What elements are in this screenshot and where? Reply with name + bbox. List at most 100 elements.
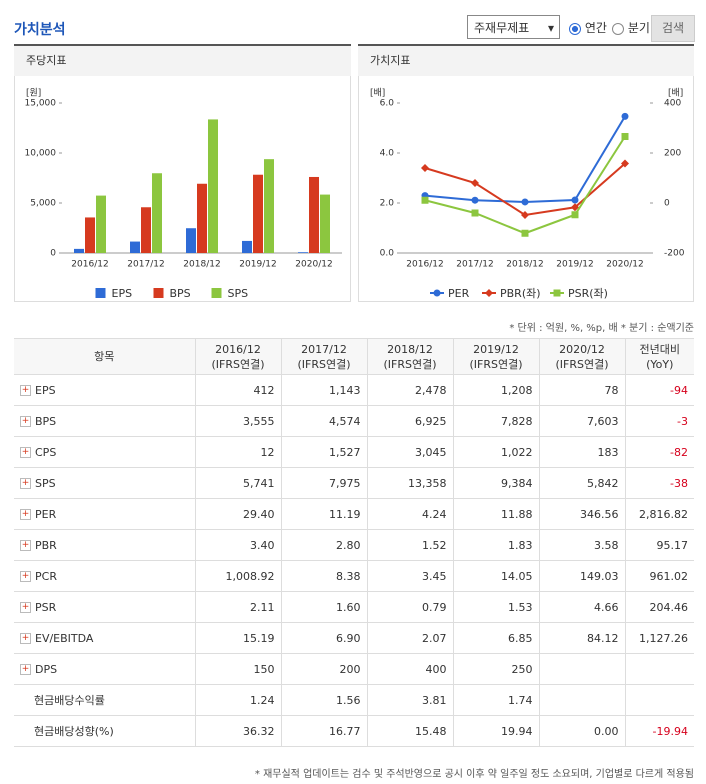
cell: 2,478 [366,374,454,406]
table-row: + PCR 1,008.92 8.38 3.45 14.05 149.03 961.02 [14,560,694,592]
y-tick-label: 0 [50,249,56,259]
cell: 183 [538,436,626,468]
row-label-cell: 현금배당수익률 [14,684,196,716]
search-button[interactable]: 검색 [651,15,695,42]
y-unit: [원] [26,88,41,99]
period: 2016/12 [215,342,261,356]
y2-tick-label: -200 [664,249,685,259]
legend-label: EPS [112,287,133,300]
radio-quarter[interactable]: 분기 [612,19,650,36]
x-tick-label: 2019/12 [239,260,276,270]
row-label: EPS [35,383,56,397]
row-label: EV/EBITDA [35,631,94,645]
point [521,211,529,219]
legend-label: BPS [170,287,191,300]
yoy-cell [624,684,694,716]
cell: 6,925 [366,405,454,437]
expand-icon[interactable]: + [20,478,31,489]
expand-icon[interactable]: + [20,509,31,520]
cell: 7,828 [452,405,540,437]
point [521,229,529,237]
row-label-cell: + SPS [14,467,196,499]
row-label: SPS [35,476,56,490]
data-table: 항목 2016/12 (IFRS연결) 2017/12 (IFRS연결) 2018/12(… [14,338,694,747]
cell: 11.88 [452,498,540,530]
column-header: 2018/12 (IFRS연결) [366,338,454,375]
yoy-cell: -82 [624,436,694,468]
cell: 1,022 [452,436,540,468]
cell: 36.32 [194,715,282,747]
period: 2019/12 [473,342,519,356]
period: 2020/12 [559,342,605,356]
y-tick-label: 4.0 [380,149,395,159]
legend-label: PBR(좌) [500,287,541,300]
expand-icon[interactable]: + [20,571,31,582]
yoy-cell: -94 [624,374,694,406]
cell: 1.24 [194,684,282,716]
row-label-cell: + PSR [14,591,196,623]
x-tick-label: 2017/12 [456,260,493,270]
cell: 1.56 [280,684,368,716]
expand-icon[interactable]: + [20,447,31,458]
bar [141,207,151,253]
cell: 1,143 [280,374,368,406]
cell: 200 [280,653,368,685]
cell: 5,842 [538,467,626,499]
point [521,198,529,206]
expand-icon[interactable]: + [20,540,31,551]
cell: 5,741 [194,467,282,499]
y-tick-label: 10,000 [25,149,57,159]
statement-select[interactable]: 주재무제표 ▾ [467,15,560,39]
cell: 12 [194,436,282,468]
yoy-cell: 2,816.82 [624,498,694,530]
row-label-cell: + PCR [14,560,196,592]
cell: 4,574 [280,405,368,437]
x-tick-label: 2016/12 [406,260,443,270]
point [471,196,479,204]
yoy-cell: -19.94 [624,715,694,747]
cell: 11.19 [280,498,368,530]
point [471,209,479,217]
y2-tick-label: 0 [664,199,670,209]
y-tick-label: 2.0 [380,199,395,209]
bar [96,195,106,253]
point [433,289,441,297]
x-tick-label: 2016/12 [71,260,108,270]
cell [538,684,626,716]
header-row: 항목 2016/12 (IFRS연결) 2017/12 (IFRS연결) 2018/12(… [14,338,694,375]
cell: 29.40 [194,498,282,530]
column-header: 2016/12 (IFRS연결) [194,338,282,375]
expand-icon[interactable]: + [20,633,31,644]
cell: 78 [538,374,626,406]
y-unit: [배] [370,88,385,99]
yoy-cell: 204.46 [624,591,694,623]
expand-icon[interactable]: + [20,664,31,675]
cell [538,653,626,685]
expand-icon[interactable]: + [20,602,31,613]
row-label: BPS [35,414,57,428]
y-tick-label: 15,000 [25,99,57,109]
bar [298,252,308,253]
panel-header [14,44,351,76]
yoy-cell [624,653,694,685]
point [621,133,629,140]
cell: 13,358 [366,467,454,499]
cell: 149.03 [538,560,626,592]
table-row: + PBR 3.40 2.80 1.52 1.83 3.58 95.17 [14,529,694,561]
row-label-cell: + DPS [14,653,196,685]
basis: (YoY) [646,357,674,371]
row-label-cell: 현금배당성향(%) [14,715,196,747]
cell: 16.77 [280,715,368,747]
row-label-cell: + EPS [14,374,196,406]
radio-annual[interactable]: 연간 [569,19,607,36]
table-row: 현금배당성향(%) 36.32 16.77 15.48 19.94 0.00 -19.94 [14,715,694,747]
cell: 2.80 [280,529,368,561]
cell: 3,045 [366,436,454,468]
expand-icon[interactable]: + [20,385,31,396]
row-label: CPS [35,445,57,459]
panel-title: 가치지표 [370,54,410,67]
expand-icon[interactable]: + [20,416,31,427]
table-row: 현금배당수익률 1.24 1.56 3.81 1.74 [14,684,694,716]
panel-title: 주당지표 [26,54,66,67]
